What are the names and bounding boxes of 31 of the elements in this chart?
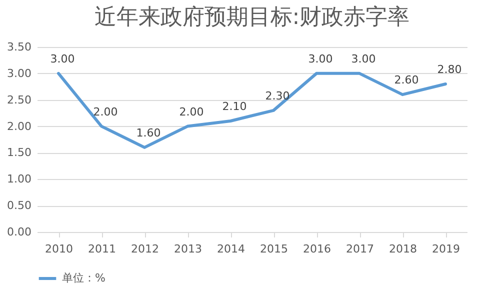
x-tick-label: 2017	[346, 242, 374, 256]
y-tick-label: 1.50	[7, 146, 32, 160]
data-label: 2.80	[437, 63, 462, 76]
data-label: 2.10	[222, 100, 247, 113]
data-label: 3.00	[351, 52, 376, 66]
data-label: 1.60	[136, 126, 161, 140]
y-tick-label: 0.00	[7, 226, 32, 238]
y-tick-label: 0.50	[7, 199, 32, 212]
data-label: 3.00	[50, 52, 75, 66]
line-series	[57, 72, 447, 149]
data-label: 2.00	[93, 105, 118, 118]
y-tick-label: 2.00	[7, 120, 32, 133]
data-label: 3.00	[308, 52, 333, 66]
x-tick-label: 2011	[88, 242, 116, 256]
x-tick-label: 2012	[131, 242, 159, 256]
data-label: 2.00	[179, 105, 204, 118]
x-tick-label: 2018	[389, 242, 417, 256]
x-tick-label: 2010	[45, 242, 73, 256]
y-tick-label: 1.00	[7, 172, 32, 186]
y-tick-label: 3.00	[7, 66, 32, 80]
y-tick-label: 3.50	[7, 40, 32, 54]
x-tick-label: 2019	[432, 242, 460, 256]
data-label: 2.60	[394, 74, 419, 87]
y-tick-label: 2.50	[7, 93, 32, 106]
x-tick-label: 2015	[260, 242, 288, 256]
legend-label: 单位：%	[62, 272, 106, 284]
x-tick-label: 2013	[174, 242, 202, 256]
x-tick-label: 2016	[303, 242, 331, 256]
x-tick-label: 2014	[217, 242, 245, 256]
chart-title: 近年来政府预期目标:财政赤字率	[94, 5, 410, 30]
data-label: 2.30	[265, 89, 290, 102]
